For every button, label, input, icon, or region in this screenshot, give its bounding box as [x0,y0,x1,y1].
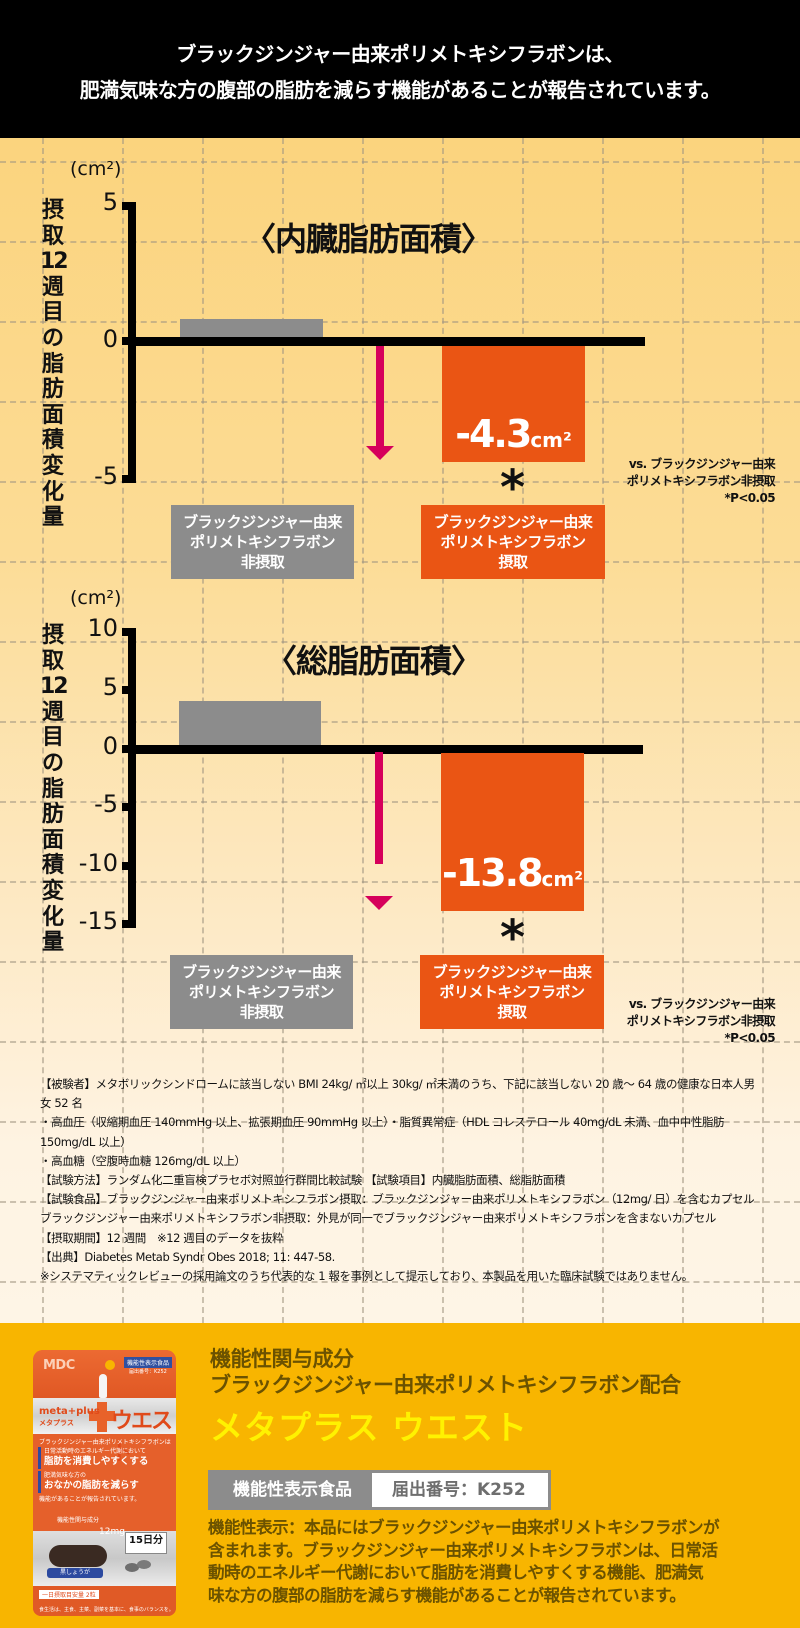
y-tick-label: 5 [102,188,118,216]
y-tick [122,862,130,870]
y-tick-label: 5 [102,673,118,701]
brand-logo: MDC [43,1358,75,1373]
category-badge: 機能性表示食品 [211,1473,372,1507]
grid-line [0,1121,800,1123]
bar-placebo [179,701,321,745]
y-tick [122,202,130,210]
grid-line [42,138,44,1323]
y-tick [122,686,130,694]
product-package-image: MDC 機能性表示食品 届出番号：K252 meta+plus メタプラス ウエ… [33,1350,176,1616]
header-line-1: ブラックジンジャー由来ポリメトキシフラボンは、 [176,42,624,66]
ginger-image [49,1545,107,1567]
y-tick [122,803,130,811]
tablet-icon [125,1563,139,1572]
y-tick [122,337,130,345]
grid-line [602,138,604,1323]
grid-line [0,801,800,803]
product-subtitle-1: 機能性関与成分 [210,1347,354,1371]
significance-asterisk: * [500,460,526,516]
y-tick-label: -10 [78,849,118,877]
chart-title: 〈内臓脂肪面積〉 [244,220,493,258]
hang-hole [105,1360,115,1370]
product-subtitle-2: ブラックジンジャー由来ポリメトキシフラボン配合 [210,1373,681,1397]
y-tick-label: 0 [102,732,118,760]
grid-line [0,401,800,403]
grid-line [0,561,800,563]
grid-line [0,881,800,883]
bar-value-label: -13.8cm² [442,851,583,895]
header-line-2: 肥満気味な方の腹部の脂肪を減らす機能があることが報告されています。 [79,78,721,102]
arrow-shaft [375,752,383,864]
product-badges: 機能性表示食品 届出番号：K252 [208,1470,551,1510]
grid-line [0,721,800,723]
days-badge: 15日分 [125,1532,167,1554]
chart-title: 〈総脂肪面積〉 [265,642,483,680]
grid-line [762,138,764,1323]
significance-note: vs. ブラックジンジャー由来 ポリメトキシフラボン非摂取 *P<0.05 [626,997,776,1045]
grid-line [0,321,800,323]
down-arrow-icon [365,896,393,910]
product-name: メタプラス ウエスト [210,1408,528,1447]
person-icon [99,1374,107,1398]
grid-line [0,161,800,163]
y-tick [122,745,130,753]
grid-line [442,138,444,1323]
arrow-shaft [376,346,384,446]
grid-line [522,138,524,1323]
category-label-placebo: ブラックジンジャー由来 ポリメトキシフラボン 非摂取 [171,505,354,579]
y-unit-label: (cm²) [70,158,122,180]
y-axis-label: 摂 取 12 週 目 の 脂 肪 面 積 変 化 量 [40,198,69,531]
y-tick [122,920,130,928]
y-tick-label: -5 [94,462,118,490]
zero-line [128,337,645,346]
package-badge: 機能性表示食品 [124,1357,173,1368]
grid-line [122,138,124,1323]
significance-note: vs. ブラックジンジャー由来 ポリメトキシフラボン非摂取 *P<0.05 [626,457,776,505]
category-label-intake: ブラックジンジャー由来 ポリメトキシフラボン 摂取 [421,505,605,579]
y-tick-label: -5 [94,790,118,818]
header-banner: ブラックジンジャー由来ポリメトキシフラボンは、 肥満気味な方の腹部の脂肪を減らす… [0,0,800,138]
zero-line [128,745,643,754]
study-footnotes: 【被験者】メタボリックシンドロームに該当しない BMI 24kg/ ㎡以上 30… [40,1077,755,1284]
bar-value-label: -4.3cm² [455,412,572,456]
registration-badge: 届出番号：K252 [372,1473,548,1507]
grid-line [0,1281,800,1283]
bar-intake: -13.8cm² [441,753,584,911]
grid-line [0,1201,800,1203]
category-label-placebo: ブラックジンジャー由来 ポリメトキシフラボン 非摂取 [170,955,353,1029]
y-axis [128,628,136,928]
y-tick [122,475,130,483]
y-tick-label: 0 [102,325,118,353]
y-tick-label: -15 [78,907,118,935]
y-tick-label: 10 [87,614,118,642]
down-arrow-icon [366,446,394,460]
y-tick [122,628,130,636]
grid-line [0,241,800,243]
grid-line [362,138,364,1323]
product-section: MDC 機能性表示食品 届出番号：K252 meta+plus メタプラス ウエ… [0,1323,800,1628]
functional-claim: 機能性表示：本品にはブラックジンジャー由来ポリメトキシフラボンが 含まれます。ブ… [208,1518,720,1605]
bar-placebo [180,319,323,337]
tablet-icon [137,1560,151,1569]
grid-line [0,961,800,963]
grid-line [682,138,684,1323]
grid-line [0,481,800,483]
grid-line [0,641,800,643]
y-unit-label: (cm²) [70,587,122,609]
y-axis-label: 摂 取 12 週 目 の 脂 肪 面 積 変 化 量 [40,623,69,956]
category-label-intake: ブラックジンジャー由来 ポリメトキシフラボン 摂取 [420,955,604,1029]
grid-line [0,1041,800,1043]
significance-asterisk: * [500,910,526,966]
bar-intake: -4.3cm² [442,346,585,462]
